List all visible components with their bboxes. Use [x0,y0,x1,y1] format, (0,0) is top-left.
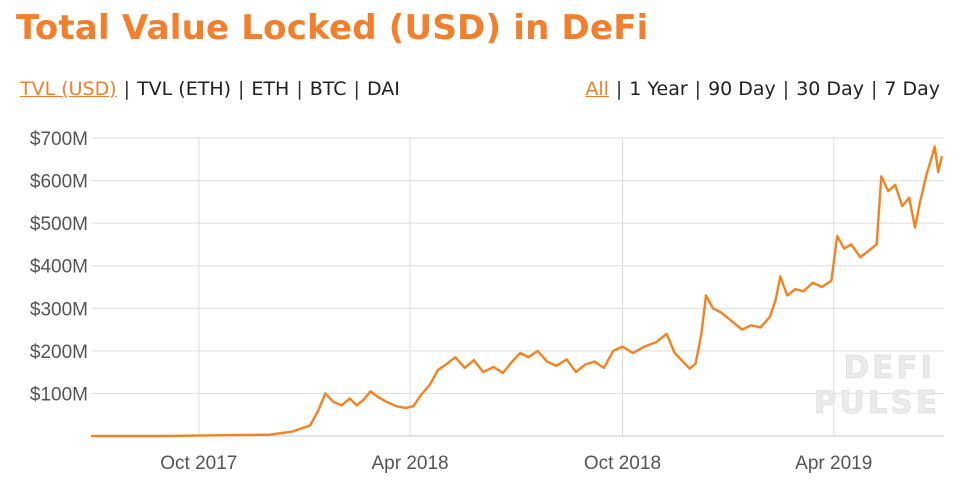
range-tab-30-day[interactable]: 30 Day [796,78,864,100]
separator: | [870,78,878,100]
x-tick-label: Oct 2018 [584,453,661,474]
y-axis-ticks: $700M $600M $500M $400M $300M $200M $100M [30,129,88,405]
metric-tab-btc[interactable]: BTC [309,78,347,100]
y-tick-label: $400M [30,257,88,278]
range-tab-1-year[interactable]: 1 Year [629,78,688,100]
separator: | [615,78,623,100]
series-line-tvl-usd [90,145,943,438]
separator: | [296,78,303,100]
metric-tab-tvl-eth[interactable]: TVL (ETH) [137,78,232,100]
y-tick-label: $200M [30,342,88,363]
separator: | [238,78,245,100]
y-tick-label: $100M [30,384,88,405]
defi-pulse-watermark: DEFI PULSE [814,350,940,422]
metric-selector: TVL (USD) | TVL (ETH) | ETH | BTC | DAI [20,78,400,100]
range-tab-7-day[interactable]: 7 Day [884,78,940,100]
separator: | [123,78,131,100]
watermark-line-1: DEFI [843,350,935,386]
separator: | [353,78,360,100]
y-tick-label: $500M [30,214,88,235]
y-tick-label: $600M [30,172,88,193]
y-tick-label: $300M [30,299,88,320]
y-tick-label: $700M [30,129,88,150]
page-title: Total Value Locked (USD) in DeFi [16,8,649,48]
x-axis-ticks: Oct 2017 Apr 2018 Oct 2018 Apr 2019 [160,453,872,474]
metric-tab-tvl-usd[interactable]: TVL (USD) [20,78,117,100]
x-tick-label: Apr 2019 [795,453,872,474]
watermark-line-2: PULSE [814,385,940,421]
range-tab-90-day[interactable]: 90 Day [708,78,776,100]
range-tab-all[interactable]: All [585,78,609,100]
series-layer [90,145,943,438]
range-selector: All | 1 Year | 90 Day | 30 Day | 7 Day [585,78,940,100]
x-tick-label: Oct 2017 [160,453,237,474]
metric-tab-dai[interactable]: DAI [366,78,400,100]
separator: | [782,78,790,100]
metric-tab-eth[interactable]: ETH [251,78,290,100]
x-tick-label: Apr 2018 [371,453,448,474]
separator: | [694,78,702,100]
